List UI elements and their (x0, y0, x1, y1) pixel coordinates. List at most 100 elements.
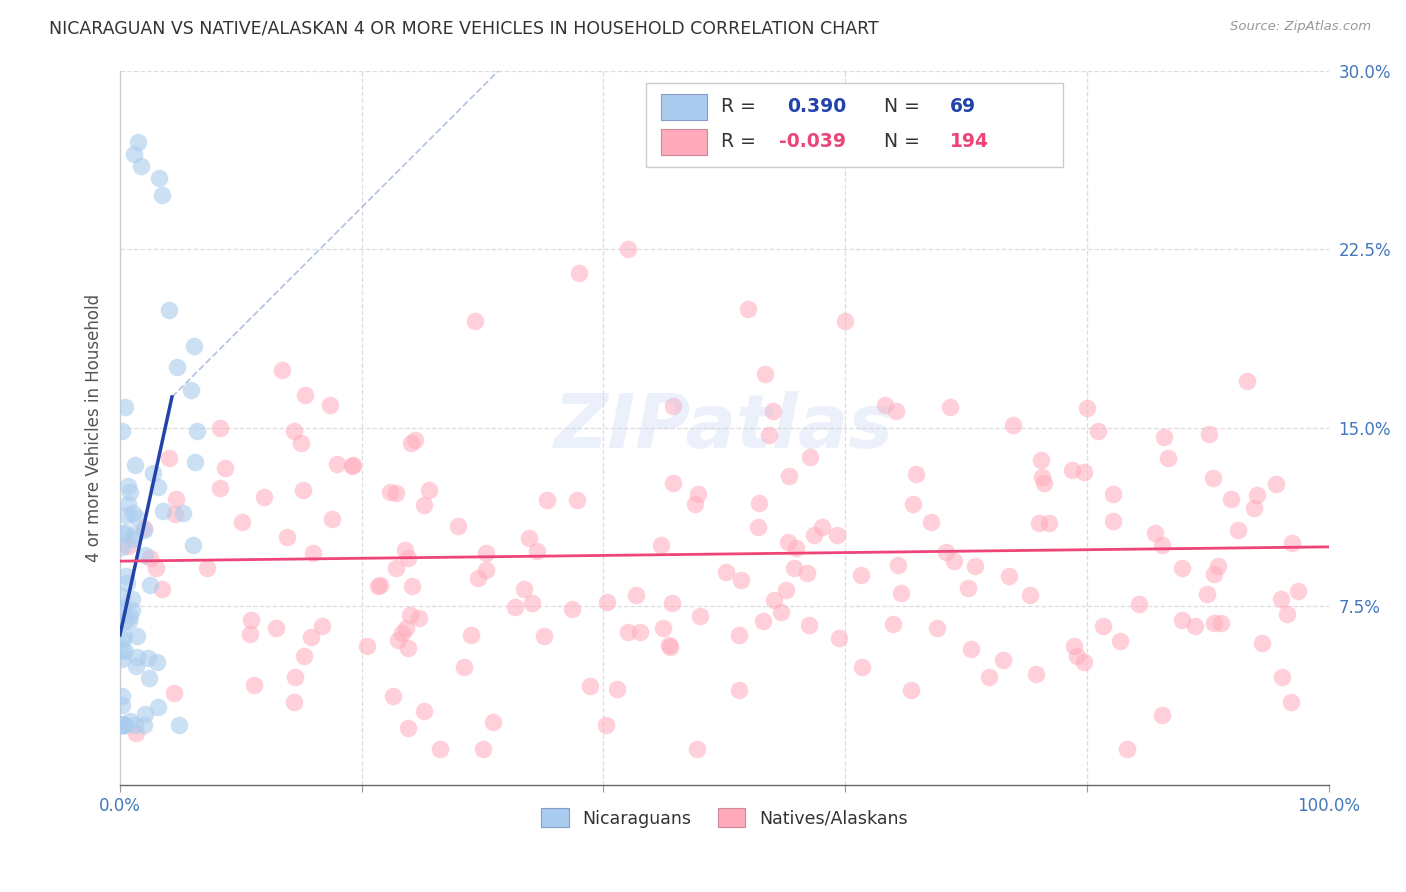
Point (900, 683, 922, 698)
Point (114, 401, 136, 415)
Point (111, 602, 134, 616)
Point (1157, 451, 1180, 466)
Point (1031, 470, 1053, 484)
Point (939, 400, 962, 414)
Point (302, 545, 325, 559)
Point (145, 561, 167, 575)
Point (157, 450, 180, 465)
Point (475, 546, 498, 560)
Point (396, 550, 419, 565)
Point (1025, 667, 1047, 681)
Point (1195, 587, 1218, 601)
Point (399, 436, 422, 450)
Point (367, 579, 389, 593)
Point (464, 314, 486, 328)
Point (827, 631, 849, 645)
Point (651, 621, 673, 635)
Point (111, 698, 134, 712)
Point (114, 524, 136, 539)
Point (810, 519, 832, 533)
Point (1243, 501, 1265, 516)
Point (748, 496, 770, 510)
Point (1226, 523, 1249, 537)
Y-axis label: 4 or more Vehicles in Household: 4 or more Vehicles in Household (86, 293, 103, 562)
Point (1150, 538, 1173, 552)
Point (394, 543, 416, 558)
Point (157, 302, 180, 317)
Point (321, 511, 343, 525)
Point (503, 600, 526, 615)
Point (1062, 463, 1084, 477)
Point (778, 469, 800, 483)
Point (121, 592, 143, 607)
Point (283, 695, 305, 709)
Point (728, 627, 751, 641)
Point (183, 338, 205, 352)
Point (270, 363, 292, 377)
Point (378, 485, 401, 500)
Point (1270, 591, 1292, 606)
FancyBboxPatch shape (661, 128, 707, 154)
Point (311, 619, 333, 633)
Point (111, 632, 134, 647)
Point (429, 742, 451, 756)
Point (117, 614, 139, 628)
Point (112, 629, 135, 643)
Point (890, 586, 912, 600)
Point (658, 638, 681, 652)
Point (111, 643, 134, 657)
Point (758, 427, 780, 442)
Point (658, 640, 681, 655)
Point (122, 533, 145, 547)
Point (150, 582, 173, 596)
Point (112, 527, 135, 541)
Point (887, 558, 910, 572)
Point (1202, 566, 1225, 581)
Point (111, 718, 134, 732)
Point (356, 640, 378, 654)
Point (1028, 516, 1050, 530)
Point (342, 458, 364, 473)
Point (167, 718, 190, 732)
Point (142, 466, 165, 480)
Point (475, 562, 498, 576)
Point (112, 718, 135, 732)
Point (714, 566, 737, 580)
Point (606, 681, 628, 696)
Point (127, 650, 149, 665)
Point (526, 544, 548, 558)
Point (686, 487, 709, 501)
Text: Source: ZipAtlas.com: Source: ZipAtlas.com (1230, 20, 1371, 33)
Point (125, 659, 148, 673)
Point (991, 653, 1014, 667)
Point (796, 566, 818, 581)
Point (384, 485, 406, 500)
Point (1002, 418, 1025, 433)
Point (959, 642, 981, 657)
Point (125, 629, 148, 643)
Point (127, 136, 149, 150)
FancyBboxPatch shape (661, 94, 707, 120)
Point (121, 603, 143, 617)
Point (683, 497, 706, 511)
Point (616, 624, 638, 639)
Point (520, 596, 543, 610)
Point (209, 421, 232, 435)
Point (186, 424, 208, 438)
Point (283, 424, 305, 438)
Point (728, 682, 751, 697)
Point (662, 399, 685, 413)
Point (1144, 525, 1167, 540)
Point (1236, 375, 1258, 389)
Point (662, 475, 685, 490)
Point (1281, 536, 1303, 550)
Point (134, 521, 156, 535)
Point (139, 550, 162, 565)
Point (1153, 430, 1175, 444)
Text: 0.390: 0.390 (787, 97, 846, 116)
Point (112, 718, 135, 732)
Point (1251, 636, 1274, 650)
Point (1038, 516, 1060, 531)
Point (1220, 491, 1243, 506)
Point (239, 626, 262, 640)
